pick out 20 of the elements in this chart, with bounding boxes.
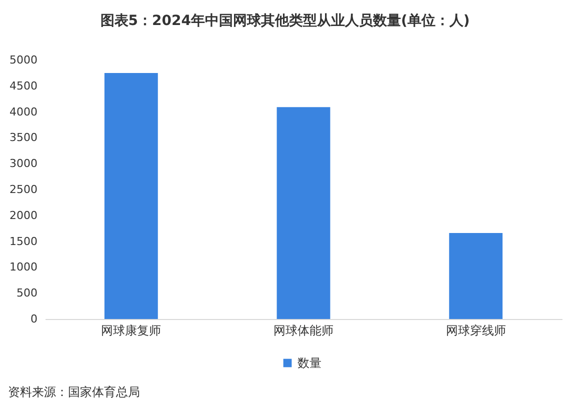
y-tick-label: 4500 bbox=[10, 79, 38, 92]
y-tick-label: 4000 bbox=[10, 105, 38, 118]
y-tick-label: 3000 bbox=[10, 157, 38, 170]
y-tick-label: 1500 bbox=[10, 234, 38, 248]
x-tick-label: 网球康复师 bbox=[101, 324, 162, 338]
bar bbox=[276, 107, 330, 319]
y-tick-label: 1000 bbox=[10, 260, 38, 274]
chart-title: 图表5：2024年中国网球其他类型从业人员数量(单位：人) bbox=[100, 13, 470, 29]
y-tick-label: 5000 bbox=[10, 54, 38, 66]
bar bbox=[104, 72, 158, 319]
text: 资料来源：国家体育总局 bbox=[8, 385, 140, 399]
x-tick-label: 网球体能师 bbox=[274, 324, 334, 338]
legend-label: 数量 bbox=[298, 356, 322, 370]
y-tick-label: 3500 bbox=[10, 131, 38, 144]
bar bbox=[449, 233, 503, 319]
y-tick-label: 2500 bbox=[10, 183, 38, 196]
y-tick-label: 2000 bbox=[10, 208, 38, 222]
y-tick-label: 500 bbox=[16, 286, 38, 300]
x-tick-label: 网球穿线师 bbox=[446, 324, 506, 338]
y-tick-label: 0 bbox=[30, 312, 38, 326]
